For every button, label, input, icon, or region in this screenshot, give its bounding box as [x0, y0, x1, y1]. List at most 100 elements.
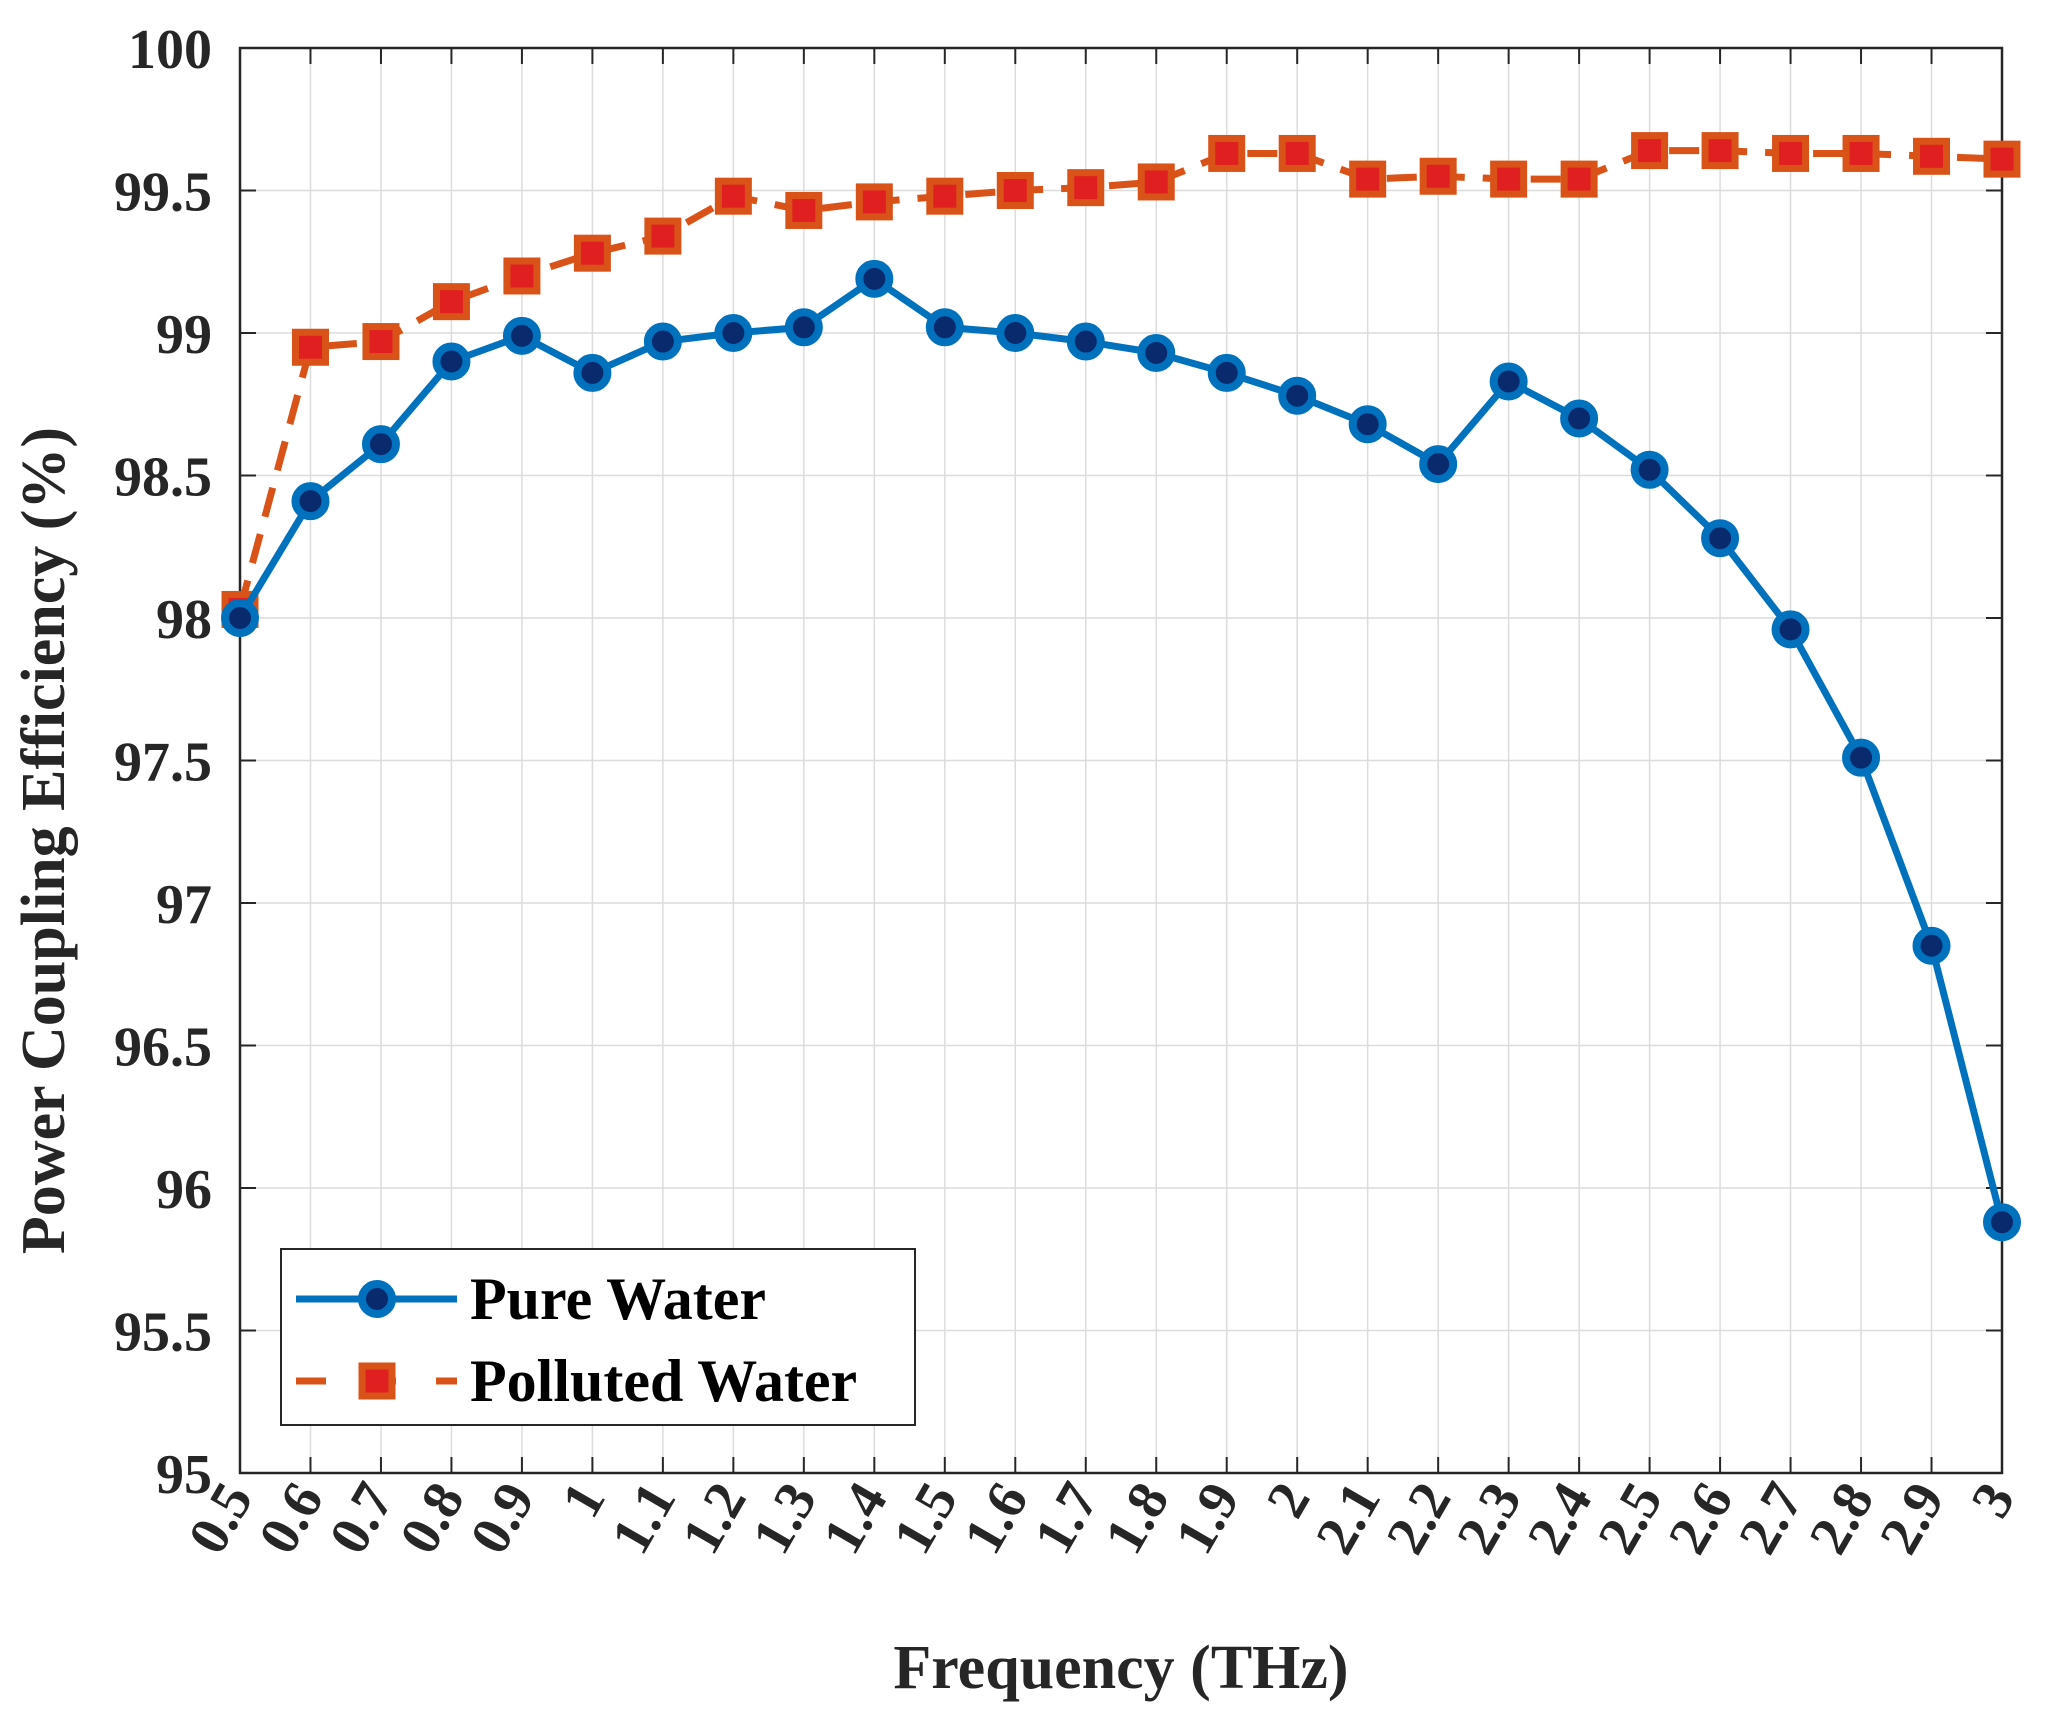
data-point [1630, 450, 1669, 489]
data-point [714, 314, 753, 352]
data-point [855, 259, 894, 298]
data-point [503, 257, 541, 295]
data-point [362, 323, 400, 361]
data-point [573, 353, 612, 392]
data-point [1701, 132, 1739, 170]
x-tick-label: 0.9 [458, 1473, 547, 1565]
y-axis-label: Power Coupling Efficiency (%) [10, 427, 78, 1254]
x-tick-label: 1.6 [952, 1473, 1041, 1565]
data-point [361, 425, 400, 464]
x-tick-label: 2.4 [1516, 1473, 1605, 1565]
data-point [1278, 376, 1317, 415]
x-tick-labels: 0.50.60.70.80.9 11.11.21.31.41.51.61.71.8… [177, 1473, 2028, 1565]
y-tick-label: 97 [156, 874, 212, 936]
data-point [1419, 157, 1457, 195]
y-tick-label: 98 [156, 589, 212, 651]
data-point [573, 234, 611, 272]
x-tick-label: 2.8 [1798, 1473, 1887, 1565]
data-point [925, 308, 964, 347]
y-tick-label: 99.5 [114, 162, 212, 224]
x-tick-label: 0.8 [388, 1473, 477, 1565]
data-series [221, 132, 2021, 1242]
x-tick-label: 1.8 [1093, 1473, 1182, 1565]
data-point [1278, 134, 1316, 172]
legend-marker [358, 1362, 396, 1400]
data-point [1631, 132, 1669, 170]
x-tick-label: 1.3 [740, 1473, 829, 1565]
series-pure-water [221, 259, 2021, 1242]
y-tick-label: 99 [156, 304, 212, 366]
data-point [1913, 137, 1951, 175]
y-tick-label: 96.5 [114, 1017, 212, 1079]
x-axis-label: Frequency (THz) [893, 1634, 1348, 1702]
y-tick-labels: 95 95.5 96 96.5 97 97.5 98 98.5 99 99.5 100 [114, 19, 212, 1506]
y-tick-label: 95.5 [114, 1302, 212, 1364]
y-tick-label: 100 [128, 19, 212, 81]
data-point [1208, 134, 1246, 172]
data-point [644, 217, 682, 255]
x-tick-label: 0.6 [247, 1473, 336, 1565]
legend-label-pure-water: Pure Water [470, 1266, 766, 1332]
data-point [1349, 160, 1387, 198]
data-point [1983, 1203, 2021, 1242]
data-point [291, 328, 329, 366]
data-point [1772, 134, 1810, 172]
x-tick-label: 1.7 [1022, 1473, 1111, 1565]
data-point [1137, 163, 1175, 201]
grid [239, 47, 2003, 1474]
x-tick-label: 1.1 [599, 1473, 688, 1565]
x-tick-label: 1.4 [811, 1473, 900, 1565]
data-point [1489, 362, 1528, 401]
data-point [1137, 333, 1176, 372]
data-point [714, 177, 752, 215]
x-tick-label: 2.9 [1868, 1473, 1957, 1565]
data-point [502, 316, 541, 355]
x-tick-label: 2.3 [1445, 1473, 1534, 1565]
data-point [996, 314, 1035, 352]
x-tick-label: 1.5 [881, 1473, 970, 1565]
data-point [221, 599, 259, 637]
data-point [1842, 738, 1881, 777]
legend-sample-polluted-water [296, 1362, 457, 1400]
data-point [1701, 519, 1740, 558]
x-tick-label: 2.7 [1727, 1473, 1816, 1565]
data-point [996, 172, 1034, 209]
data-point [291, 482, 330, 521]
x-tick-label: 1.9 [1163, 1473, 1252, 1565]
data-point [1842, 134, 1880, 172]
data-point [1560, 399, 1599, 438]
x-tick-label: 1.2 [670, 1473, 759, 1565]
x-tick-label: 0.7 [318, 1473, 407, 1565]
series-line [237, 275, 2006, 1224]
y-tick-label: 95 [156, 1444, 212, 1506]
data-point [643, 322, 682, 361]
data-point [432, 342, 471, 381]
data-point [1067, 169, 1105, 207]
y-tick-label: 97.5 [114, 732, 212, 794]
x-tick-label: 2.1 [1304, 1473, 1393, 1565]
y-tick-label: 98.5 [114, 447, 212, 509]
data-point [1560, 160, 1598, 198]
legend-marker [358, 1280, 396, 1318]
data-point [785, 191, 823, 229]
data-point [432, 283, 470, 321]
data-point [1771, 610, 1810, 649]
x-tick-label: 2.2 [1375, 1473, 1464, 1565]
legend-label-polluted-water: Polluted Water [470, 1348, 857, 1414]
data-point [1912, 926, 1951, 965]
series-line [236, 147, 2003, 611]
x-tick-label: 3 [1960, 1473, 2028, 1528]
series-polluted-water [221, 132, 2021, 628]
data-point [1207, 353, 1246, 392]
data-point [1419, 445, 1458, 484]
data-point [926, 177, 964, 215]
legend-sample-pure-water [296, 1280, 457, 1318]
x-tick-label: 2.6 [1657, 1473, 1746, 1565]
y-tick-label: 96 [156, 1159, 212, 1221]
data-point [855, 183, 893, 221]
data-point [1490, 160, 1528, 198]
legend: Pure Water Polluted Water [280, 1248, 916, 1426]
data-point [1348, 405, 1387, 444]
x-tick-label: 2.5 [1586, 1473, 1675, 1565]
